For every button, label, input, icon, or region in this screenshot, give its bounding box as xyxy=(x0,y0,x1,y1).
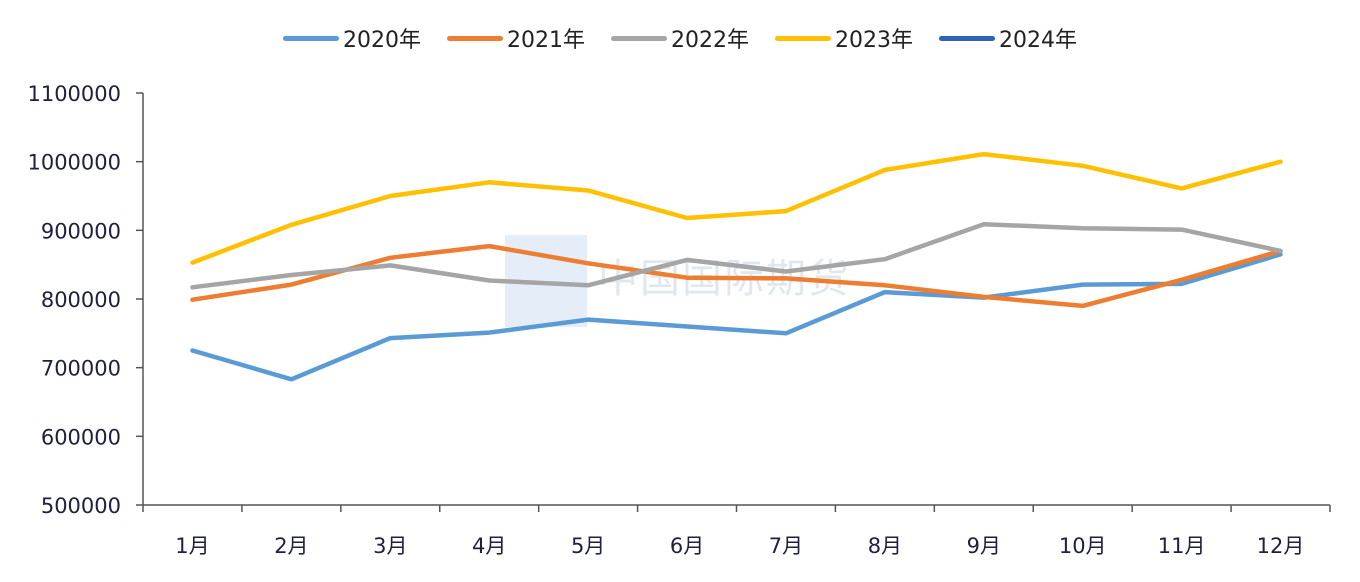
x-tick-label: 11月 xyxy=(1158,534,1206,558)
legend-label: 2020年 xyxy=(343,28,421,53)
legend-item: 2020年 xyxy=(283,22,421,54)
x-tick-label: 10月 xyxy=(1059,534,1107,558)
y-tick-label: 1100000 xyxy=(27,82,121,106)
chart-axes: 500000 600000 700000 800000 900000 1000000 110… xyxy=(27,82,1331,558)
legend-swatch xyxy=(283,35,339,41)
y-tick-label: 500000 xyxy=(41,494,121,518)
x-tick-label: 6月 xyxy=(670,534,704,558)
x-tick-label: 7月 xyxy=(769,534,803,558)
x-tick-label: 5月 xyxy=(571,534,605,558)
legend-label: 2022年 xyxy=(671,28,749,53)
chart-legend: 2020年 2021年 2022年 2023年 2024年 xyxy=(0,22,1360,54)
legend-label: 2023年 xyxy=(835,28,913,53)
chart-series xyxy=(190,151,1283,382)
y-tick-label: 700000 xyxy=(41,357,121,381)
legend-swatch xyxy=(939,35,995,41)
x-tick-label: 1月 xyxy=(175,534,209,558)
legend-item: 2024年 xyxy=(939,22,1077,54)
series-line-2023年 xyxy=(190,151,1283,265)
x-tick-label: 9月 xyxy=(967,534,1001,558)
y-tick-label: 900000 xyxy=(41,219,121,243)
series-line-2021年 xyxy=(190,243,1283,309)
legend-label: 2021年 xyxy=(507,28,585,53)
x-tick-label: 8月 xyxy=(868,534,902,558)
x-tick-label: 4月 xyxy=(472,534,506,558)
series-line-2022年 xyxy=(190,221,1283,290)
x-tick-label: 2月 xyxy=(274,534,308,558)
legend-swatch xyxy=(611,35,667,41)
y-tick-label: 600000 xyxy=(41,425,121,449)
legend-item: 2023年 xyxy=(775,22,913,54)
series-line-2020年 xyxy=(190,252,1283,382)
legend-swatch xyxy=(775,35,831,41)
y-tick-label: 1000000 xyxy=(27,151,121,175)
legend-swatch xyxy=(447,35,503,41)
legend-label: 2024年 xyxy=(999,28,1077,53)
legend-item: 2021年 xyxy=(447,22,585,54)
y-tick-label: 800000 xyxy=(41,288,121,312)
x-tick-label: 3月 xyxy=(373,534,407,558)
x-tick-label: 12月 xyxy=(1257,534,1305,558)
legend-item: 2022年 xyxy=(611,22,749,54)
